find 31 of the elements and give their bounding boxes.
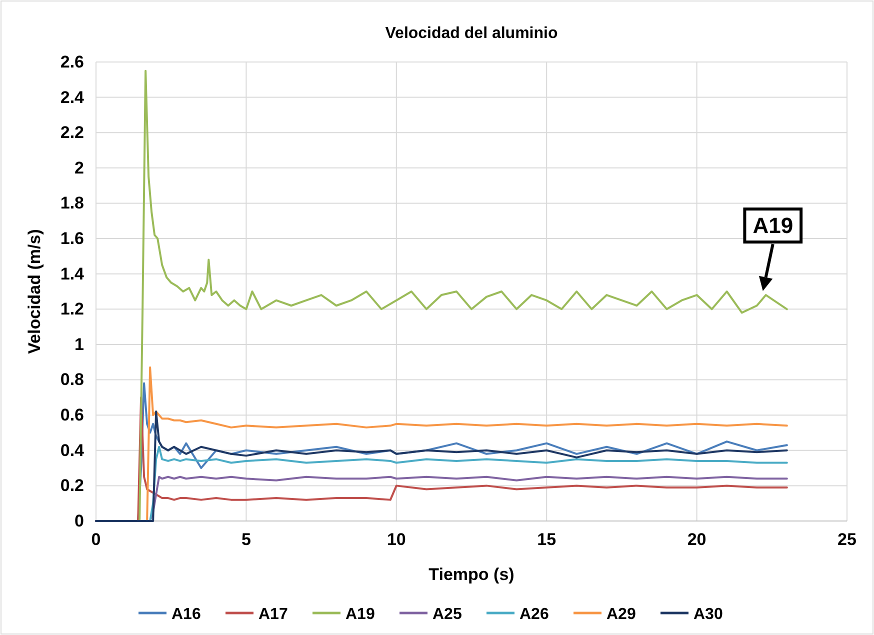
legend-label: A25 [432, 606, 462, 623]
legend-label: A17 [258, 606, 288, 623]
y-tick-label: 2.6 [60, 52, 84, 72]
x-axis-title: Tiempo (s) [428, 565, 514, 584]
y-tick-label: 2 [74, 158, 84, 178]
y-tick-label: 2.4 [60, 88, 85, 107]
x-tick-label: 25 [838, 530, 856, 550]
y-tick-label: 0.2 [60, 476, 84, 496]
x-tick-label: 20 [687, 530, 706, 550]
y-axis-title: Velocidad (m/s) [25, 229, 44, 354]
x-tick-label: 10 [386, 530, 406, 550]
y-tick-label: 1.6 [60, 228, 84, 248]
legend-label: A30 [694, 606, 723, 623]
y-tick-label: 2.2 [60, 123, 84, 142]
y-tick-label: 1.8 [60, 194, 84, 213]
y-tick-label: 0 [74, 511, 84, 530]
legend-label: A29 [606, 606, 636, 623]
y-tick-label: 1.2 [60, 300, 84, 319]
legend-label: A16 [172, 606, 201, 623]
y-tick-label: 1.4 [60, 264, 85, 284]
x-tick-label: 15 [537, 530, 556, 550]
annotation: A19 [752, 213, 794, 238]
chart-title: Velocidad del aluminio [385, 25, 558, 42]
x-tick-label: 0 [91, 530, 101, 550]
y-tick-label: 0.8 [60, 370, 84, 390]
x-tick-label: 5 [241, 530, 251, 550]
y-tick-label: 0.6 [60, 406, 84, 425]
y-tick-label: 0.4 [60, 440, 85, 460]
y-tick-label: 1 [74, 334, 84, 354]
legend-label: A19 [346, 606, 375, 623]
legend-label: A26 [520, 606, 549, 623]
